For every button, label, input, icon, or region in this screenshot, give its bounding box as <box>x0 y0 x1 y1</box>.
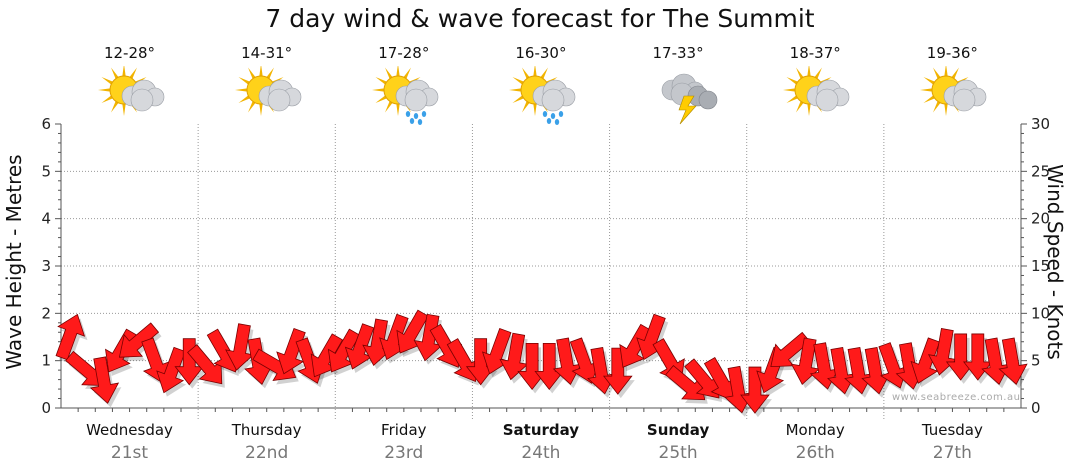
wind-arrow <box>344 323 375 370</box>
sun-cloud-icon <box>97 66 164 116</box>
day-name: Sunday <box>646 421 710 439</box>
wind-arrow <box>276 327 306 375</box>
wind-arrow <box>118 322 160 358</box>
y-tick-label-right: 15 <box>1031 257 1050 275</box>
y-tick-label-right: 25 <box>1031 162 1050 180</box>
wind-arrow <box>89 356 120 404</box>
day-date: 24th <box>521 443 561 463</box>
day-temp: 14-31° <box>241 44 293 62</box>
wind-arrow <box>156 346 186 394</box>
day-name: Friday <box>381 421 427 439</box>
wind-arrow <box>174 338 205 386</box>
wind-arrow <box>327 328 361 373</box>
day-date: 22nd <box>245 443 289 463</box>
day-temp: 16-30° <box>515 44 567 62</box>
wind-arrow <box>740 366 770 414</box>
wind-arrow <box>225 323 255 371</box>
wind-arrow <box>619 323 652 368</box>
day-temp: 17-33° <box>652 44 704 62</box>
day-name: Thursday <box>231 421 302 439</box>
y-tick-label-left: 1 <box>41 352 51 370</box>
wind-arrow <box>602 347 633 395</box>
wind-arrow <box>413 313 443 362</box>
y-tick-label-left: 4 <box>41 210 51 228</box>
y-tick-label-right: 20 <box>1031 210 1050 228</box>
day-name: Tuesday <box>921 421 983 439</box>
chart-title: 7 day wind & wave forecast for The Summi… <box>265 4 815 33</box>
wind-arrow <box>770 331 811 368</box>
wind-arrow <box>790 337 820 385</box>
wind-arrow <box>499 332 529 381</box>
y-tick-label-left: 5 <box>41 162 51 180</box>
day-date: 25th <box>658 443 698 463</box>
sun-cloud-rain-icon <box>509 66 576 125</box>
y-tick-label-right: 5 <box>1031 352 1041 370</box>
wind-arrow <box>55 313 86 361</box>
wind-arrow <box>684 358 720 399</box>
y-tick-label-left: 0 <box>41 399 51 417</box>
day-date: 23rd <box>384 443 424 463</box>
storm-cloud-icon <box>661 73 718 125</box>
day-temp: 19-36° <box>926 44 978 62</box>
day-name: Monday <box>785 421 845 439</box>
sun-cloud-icon <box>920 66 987 116</box>
day-name: Wednesday <box>86 421 173 439</box>
y-tick-label-left: 6 <box>41 115 51 133</box>
wind-arrow <box>665 365 706 401</box>
credit-text[interactable]: www.seabreeze.com.au <box>892 392 1021 403</box>
wind-arrow <box>910 337 941 384</box>
day-date: 26th <box>795 443 835 463</box>
day-temp: 17-28° <box>378 44 430 62</box>
wind-arrow <box>187 344 223 385</box>
day-date: 27th <box>932 443 972 463</box>
sun-cloud-rain-icon <box>371 66 439 125</box>
wind-arrows <box>55 309 1030 418</box>
sun-cloud-icon <box>783 66 850 116</box>
wind-arrow <box>569 337 600 384</box>
day-date: 21st <box>110 443 149 463</box>
wind-arrow <box>141 337 171 384</box>
wind-arrow <box>998 337 1028 385</box>
day-temp: 12-28° <box>103 44 156 62</box>
y-tick-label-left: 3 <box>41 257 51 275</box>
wind-arrow <box>310 333 344 378</box>
day-name: Saturday <box>502 421 580 439</box>
y-tick-label-right: 0 <box>1031 399 1041 417</box>
sun-cloud-icon <box>234 66 302 116</box>
y-tick-label-left: 2 <box>41 304 51 322</box>
y-tick-label-right: 10 <box>1031 304 1050 322</box>
day-temp: 18-37° <box>789 44 841 62</box>
y-tick-label-right: 30 <box>1031 115 1050 133</box>
